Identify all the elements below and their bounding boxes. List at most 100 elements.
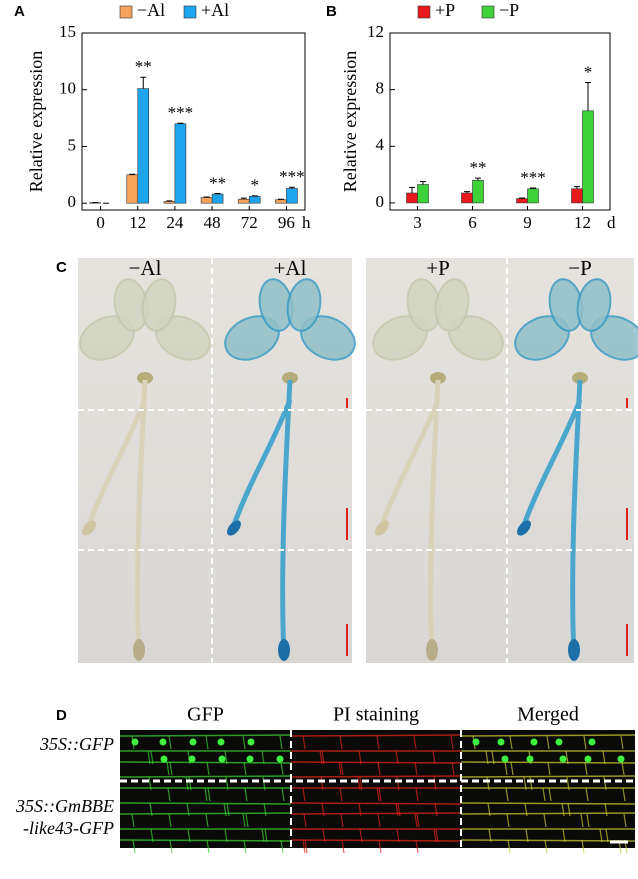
hypocotyl <box>430 372 446 384</box>
panel-label: A <box>14 3 25 20</box>
cell-wall <box>506 813 510 828</box>
cell-wall <box>565 750 569 765</box>
error-bar <box>574 186 580 189</box>
cell-wall <box>119 734 292 737</box>
hypocotyl <box>137 372 153 384</box>
cell-wall <box>279 735 283 750</box>
nucleus <box>559 755 567 763</box>
x-tick-label: 96 <box>278 213 295 232</box>
leaf <box>286 278 322 332</box>
cell-wall <box>243 839 247 854</box>
cell-wall <box>415 787 419 802</box>
root-tip <box>568 639 580 661</box>
seedling <box>79 278 211 661</box>
cell-wall <box>583 735 587 750</box>
y-tick-label: 5 <box>68 135 77 154</box>
cell-wall <box>510 761 514 776</box>
cell-wall <box>206 761 210 776</box>
significance: *** <box>279 167 305 186</box>
bar <box>174 123 187 204</box>
root-tip <box>133 639 145 661</box>
significance: ** <box>209 173 226 192</box>
cell-wall <box>261 750 265 765</box>
y-axis-label: Relative expression <box>340 51 360 192</box>
x-unit: h <box>302 213 311 232</box>
condition-label: −P <box>568 256 592 280</box>
cell-wall <box>542 787 546 802</box>
cell-wall <box>302 839 306 854</box>
cell-wall <box>166 761 170 776</box>
root-tip <box>82 520 96 536</box>
significance: ** <box>135 57 152 76</box>
nucleus <box>131 738 139 746</box>
micrograph <box>461 730 635 848</box>
nucleus <box>276 755 284 763</box>
cell-wall <box>281 787 285 802</box>
leaf <box>141 278 177 332</box>
root <box>84 399 148 531</box>
cell-wall <box>290 761 462 764</box>
cell-wall <box>119 761 292 764</box>
cell-wall <box>340 761 344 776</box>
cell-wall <box>341 839 345 854</box>
root-tip <box>517 520 531 536</box>
row-label: 35S::GFP <box>39 734 114 754</box>
cell-wall <box>507 839 511 854</box>
cell-wall <box>544 839 548 854</box>
cell-wall <box>302 735 306 750</box>
panel-d: GFP PI staining Merged35S::GFP35S::GmBBE-l… <box>15 704 636 854</box>
seedling <box>224 278 356 661</box>
cell-wall <box>290 839 462 842</box>
column-label: PI staining <box>333 704 419 726</box>
cell-wall <box>416 813 420 828</box>
cell-wall <box>303 813 307 828</box>
cell-wall <box>460 839 636 842</box>
panel-label: C <box>56 259 67 276</box>
cell-wall <box>339 735 343 750</box>
nucleus <box>159 738 167 746</box>
cell-wall <box>620 735 624 750</box>
legend-swatch <box>183 5 197 19</box>
nucleus <box>160 755 168 763</box>
cell-wall <box>340 813 344 828</box>
legend-label: +P <box>435 0 455 20</box>
significance: * <box>251 176 260 195</box>
error-bar <box>585 82 591 111</box>
y-axis-label: Relative expression <box>26 51 46 192</box>
y-tick-label: 0 <box>68 192 77 211</box>
bar <box>417 184 429 204</box>
cell-wall <box>451 761 455 776</box>
cell-wall <box>622 787 626 802</box>
cell-wall <box>605 828 609 843</box>
cell-wall <box>243 761 247 776</box>
cell-wall <box>432 750 436 765</box>
cell-wall <box>543 813 547 828</box>
error-bar <box>129 173 136 175</box>
significance: *** <box>520 168 546 187</box>
y-tick-label: 4 <box>376 135 385 154</box>
cell-wall <box>378 787 382 802</box>
error-bar <box>140 76 147 89</box>
cell-wall <box>414 813 418 828</box>
error-bar <box>409 186 415 194</box>
bar <box>571 188 583 204</box>
cell-wall <box>119 839 292 842</box>
leaf <box>434 278 470 332</box>
panel-label: D <box>56 707 67 724</box>
cell-wall <box>264 828 268 843</box>
error-bar <box>464 191 470 194</box>
nucleus <box>246 755 254 763</box>
cell-wall <box>396 828 400 843</box>
nucleus <box>588 738 596 746</box>
cell-wall <box>224 750 228 765</box>
nucleus <box>497 738 505 746</box>
bar <box>237 198 250 204</box>
bar <box>126 174 139 204</box>
cell-wall <box>168 813 172 828</box>
cell-wall <box>602 750 606 765</box>
error-bar <box>420 181 426 185</box>
condition-label: +P <box>426 256 450 280</box>
root <box>570 379 583 661</box>
leaf <box>576 278 612 332</box>
cell-wall <box>290 775 462 778</box>
